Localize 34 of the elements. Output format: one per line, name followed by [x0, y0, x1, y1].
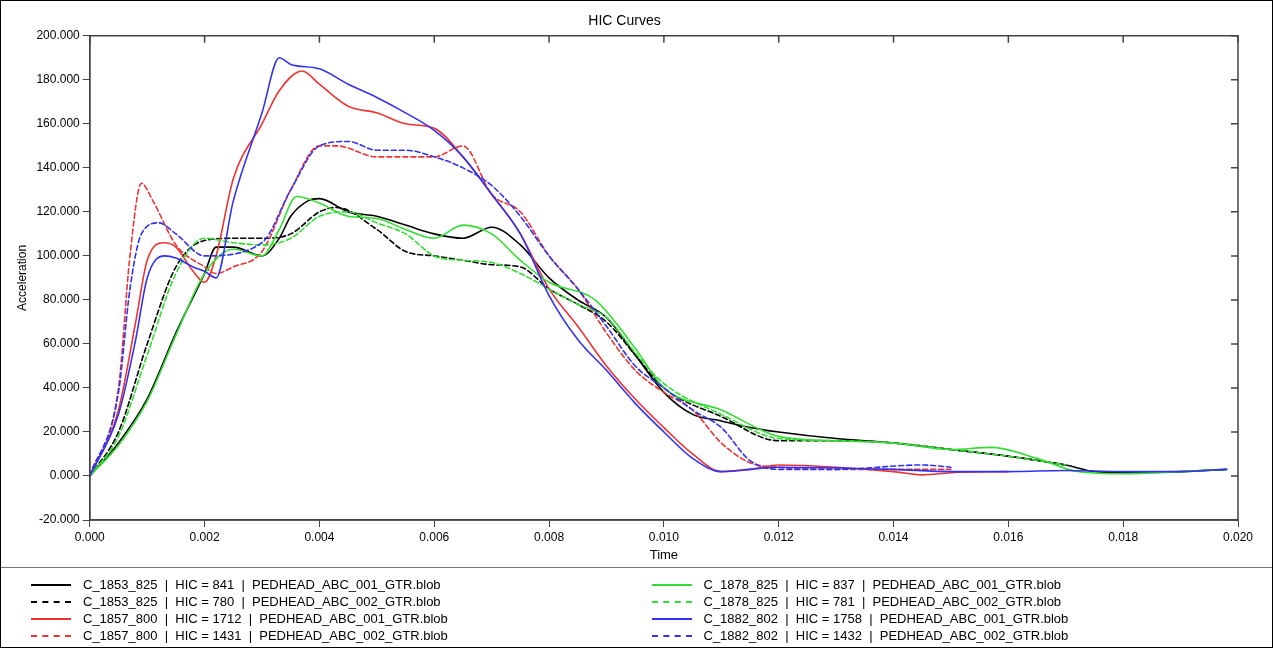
y-axis-title: Acceleration: [14, 244, 29, 311]
legend-label: C_1882_802 | HIC = 1432 | PEDHEAD_ABC_002_GTR.blob: [703, 628, 1069, 643]
y-tick-label: -20.000: [39, 512, 81, 527]
y-tick-label: 40.000: [43, 380, 81, 395]
x-tick-label: 0.002: [189, 529, 220, 544]
y-tick-label: 120.000: [36, 204, 81, 219]
x-tick-label: 0.018: [1108, 529, 1139, 544]
y-tick-label: 0.000: [49, 468, 81, 483]
x-tick-label: 0.008: [534, 529, 565, 544]
legend-label: C_1857_800 | HIC = 1712 | PEDHEAD_ABC_001_GTR.blob: [83, 611, 448, 626]
y-tick-label: 100.000: [36, 248, 81, 263]
x-axis-title: Time: [649, 546, 679, 562]
chart-title: HIC Curves: [588, 12, 661, 29]
x-tick-label: 0.012: [763, 529, 795, 544]
legend-label: C_1853_825 | HIC = 841 | PEDHEAD_ABC_001_GTR.blob: [83, 577, 441, 592]
legend-label: C_1853_825 | HIC = 780 | PEDHEAD_ABC_002_GTR.blob: [83, 594, 441, 609]
legend-label: C_1882_802 | HIC = 1758 | PEDHEAD_ABC_001_GTR.blob: [703, 611, 1069, 626]
x-tick-label: 0.016: [993, 529, 1024, 544]
x-tick-label: 0.010: [648, 529, 680, 544]
x-tick-label: 0.020: [1222, 529, 1254, 544]
y-tick-label: 20.000: [43, 424, 81, 439]
y-tick-label: 60.000: [43, 336, 81, 351]
y-tick-label: 80.000: [43, 292, 81, 307]
y-tick-label: 140.000: [36, 160, 81, 175]
legend-label: C_1878_825 | HIC = 837 | PEDHEAD_ABC_001_GTR.blob: [703, 577, 1062, 592]
y-tick-label: 180.000: [36, 72, 81, 87]
x-tick-label: 0.014: [878, 529, 909, 544]
x-tick-label: 0.000: [74, 529, 106, 544]
x-tick-label: 0.004: [304, 529, 335, 544]
y-tick-label: 200.000: [36, 28, 81, 43]
legend-label: C_1857_800 | HIC = 1431 | PEDHEAD_ABC_002_GTR.blob: [83, 628, 448, 643]
y-tick-label: 160.000: [36, 116, 81, 131]
legend-label: C_1878_825 | HIC = 781 | PEDHEAD_ABC_002_GTR.blob: [703, 594, 1062, 609]
x-tick-label: 0.006: [419, 529, 450, 544]
